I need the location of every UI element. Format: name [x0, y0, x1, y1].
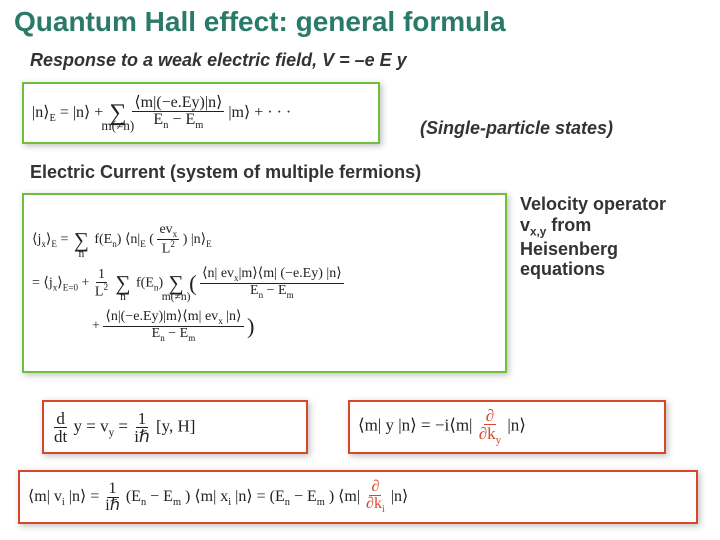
- current-eq: ⟨jx⟩E = ∑n f(En) ⟨n|E ( evx L2 ) |n⟩E = …: [32, 223, 344, 342]
- velocity-note-line-d: equations: [520, 259, 666, 280]
- response-line: Response to a weak electric field, V = –…: [30, 50, 407, 71]
- sigma-icon: ∑n: [116, 271, 131, 296]
- velocity-matrix-element-eq: ⟨m| vi |n⟩ = 1iℏ (En − Em ) ⟨m| xi |n⟩ =…: [28, 479, 408, 516]
- heisenberg-y-box: ddt y = vy = 1iℏ [y, H]: [42, 400, 308, 454]
- velocity-note-line-c: Heisenberg: [520, 239, 666, 260]
- heisenberg-y-eq: ddt y = vy = 1iℏ [y, H]: [52, 410, 195, 445]
- current-eq-row1: ⟨jx⟩E = ∑n f(En) ⟨n|E ( evx L2 ) |n⟩E: [32, 223, 344, 257]
- page-title: Quantum Hall effect: general formula: [0, 6, 506, 38]
- sigma-icon: ∑m(≠n): [109, 100, 126, 127]
- response-formula: V = –e E y: [322, 50, 407, 70]
- current-eq-box: ⟨jx⟩E = ∑n f(En) ⟨n|E ( evx L2 ) |n⟩E = …: [22, 193, 507, 373]
- current-eq-row3: + ⟨n|(−e.Ey)|m⟩⟨m| evx |n⟩ En − Em ): [32, 310, 344, 343]
- electric-current-heading: Electric Current (system of multiple fer…: [30, 162, 421, 183]
- velocity-operator-note: Velocity operator vx,y from Heisenberg e…: [520, 194, 666, 280]
- single-particle-note: (Single-particle states): [420, 118, 613, 139]
- response-prefix: Response to a weak electric field,: [30, 50, 322, 70]
- sigma-icon: ∑m(≠n): [169, 271, 184, 296]
- y-matrix-element-eq: ⟨m| y |n⟩ = −i⟨m| ∂ ∂ky |n⟩: [358, 407, 526, 446]
- single-particle-eq-box: |n⟩E = |n⟩ + ∑m(≠n) ⟨m|(−e.Ey)|n⟩ En − E…: [22, 82, 380, 144]
- current-eq-row2: = ⟨jx⟩E=0 + 1L2 ∑n f(En) ∑m(≠n) ( ⟨n| ev…: [32, 267, 344, 300]
- sigma-icon: ∑n: [74, 228, 89, 253]
- velocity-matrix-element-box: ⟨m| vi |n⟩ = 1iℏ (En − Em ) ⟨m| xi |n⟩ =…: [18, 470, 698, 524]
- y-matrix-element-box: ⟨m| y |n⟩ = −i⟨m| ∂ ∂ky |n⟩: [348, 400, 666, 454]
- velocity-note-line-b: vx,y from: [520, 215, 666, 239]
- single-particle-eq: |n⟩E = |n⟩ + ∑m(≠n) ⟨m|(−e.Ey)|n⟩ En − E…: [32, 95, 291, 132]
- velocity-note-line-a: Velocity operator: [520, 194, 666, 215]
